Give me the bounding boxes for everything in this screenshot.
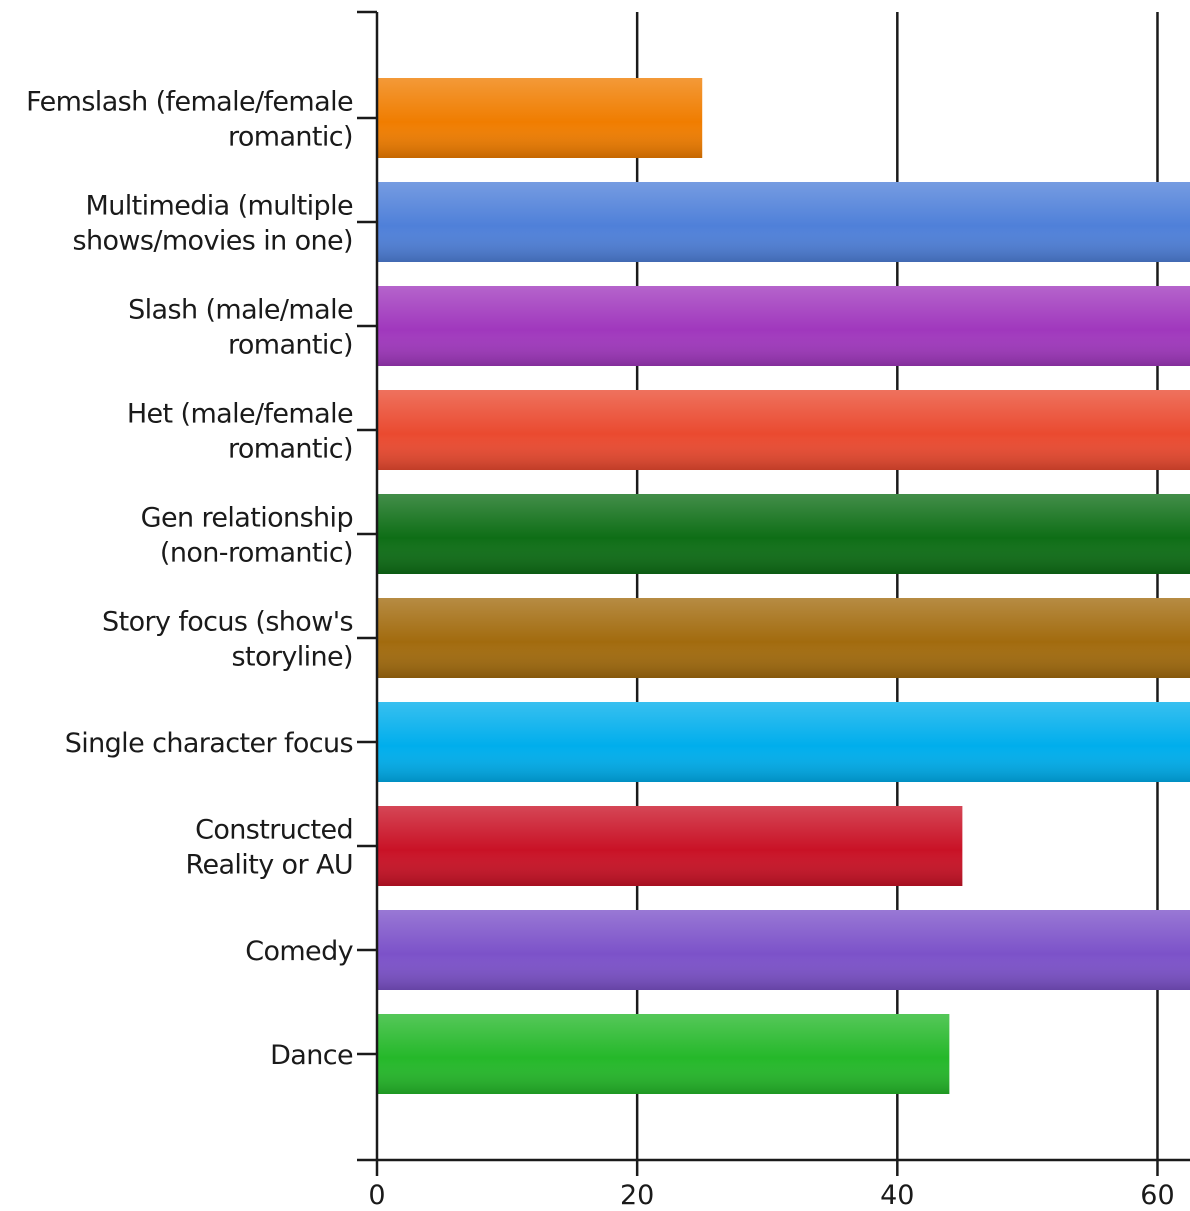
category-label-line: Het (male/female [127, 399, 353, 430]
category-label-1: Multimedia (multiple shows/movies in one) [73, 191, 353, 257]
category-label-line: Slash (male/male [128, 295, 353, 326]
bar-shading [377, 702, 1190, 782]
bar-9 [377, 1014, 950, 1094]
category-labels: Femslash (female/female romantic) Multimed… [26, 87, 354, 1072]
x-tick-label-0: 0 [368, 1180, 385, 1211]
category-label-line: (non-romantic) [160, 538, 353, 569]
category-label-line: Dance [270, 1040, 353, 1071]
bar-shading [377, 286, 1190, 366]
category-label-line: Constructed [195, 815, 353, 846]
category-label-line: Femslash (female/female [26, 87, 353, 118]
category-label-2: Slash (male/male romantic) [128, 295, 353, 361]
axes [357, 10, 1190, 1176]
category-label-line: Reality or AU [186, 850, 354, 881]
x-tick-labels: 0 20 40 60 [368, 1180, 1174, 1211]
category-label-0: Femslash (female/female romantic) [26, 87, 353, 153]
category-label-line: romantic) [228, 330, 353, 361]
category-label-4: Gen relationship (non-romantic) [141, 503, 353, 569]
category-label-line: Gen relationship [141, 503, 353, 534]
bar-2 [377, 286, 1190, 366]
bar-shading [377, 182, 1190, 262]
category-label-line: romantic) [228, 122, 353, 153]
bar-7 [377, 806, 963, 886]
bar-0 [377, 78, 703, 158]
category-label-line: romantic) [228, 434, 353, 465]
bar-shading [377, 598, 1190, 678]
category-label-5: Story focus (show's storyline) [102, 607, 353, 673]
x-tick-label-60: 60 [1140, 1180, 1174, 1211]
bar-shading [377, 494, 1190, 574]
bar-4 [377, 494, 1190, 574]
bar-1 [377, 182, 1190, 262]
bar-3 [377, 390, 1190, 470]
category-label-line: Single character focus [65, 728, 353, 759]
category-label-line: Comedy [245, 936, 353, 967]
bar-shading [377, 78, 703, 158]
bar-shading [377, 390, 1190, 470]
category-label-3: Het (male/female romantic) [127, 399, 353, 465]
bar-shading [377, 1014, 950, 1094]
category-label-line: Story focus (show's [102, 607, 353, 638]
bar-8 [377, 910, 1190, 990]
bar-shading [377, 910, 1190, 990]
category-label-8: Comedy [245, 936, 353, 967]
category-label-line: storyline) [231, 642, 353, 673]
category-label-7: Constructed Reality or AU [186, 815, 354, 881]
bars [377, 78, 1190, 1094]
category-label-line: shows/movies in one) [73, 226, 353, 257]
bar-6 [377, 702, 1190, 782]
bar-shading [377, 806, 963, 886]
category-label-line: Multimedia (multiple [86, 191, 353, 222]
x-tick-label-20: 20 [620, 1180, 654, 1211]
category-label-9: Dance [270, 1040, 353, 1071]
bar-5 [377, 598, 1190, 678]
category-label-6: Single character focus [65, 728, 353, 759]
x-tick-label-40: 40 [880, 1180, 914, 1211]
